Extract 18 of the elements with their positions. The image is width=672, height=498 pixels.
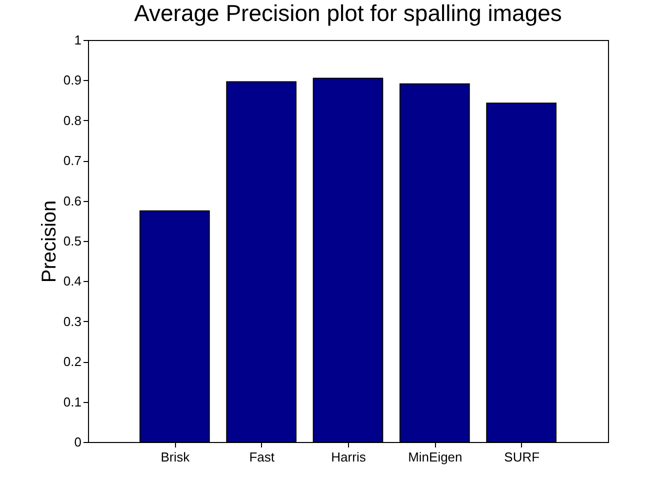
y-tick-label: 1 — [74, 32, 82, 48]
chart-title: Average Precision plot for spalling images — [134, 0, 562, 26]
x-tick-label: Fast — [249, 450, 275, 464]
x-tick-label: Brisk — [160, 450, 190, 464]
y-tick-label: 0.6 — [63, 193, 82, 208]
x-tick-label: MinEigen — [408, 450, 462, 464]
y-tick-label: 0 — [74, 434, 82, 450]
y-axis-title: Precision — [38, 200, 60, 283]
y-tick-label: 0.2 — [63, 354, 82, 370]
y-tick-label: 0.8 — [63, 112, 82, 128]
y-tick-label: 0.1 — [63, 394, 82, 410]
x-tick-label: Harris — [331, 450, 366, 464]
x-tick-label: SURF — [504, 450, 540, 464]
y-tick-label: 0.5 — [63, 234, 82, 248]
y-tick-label: 0.9 — [63, 72, 82, 88]
y-tick-label: 0.7 — [63, 153, 82, 168]
y-tick-label: 0.4 — [63, 274, 82, 289]
y-tick-label: 0.3 — [63, 314, 82, 329]
